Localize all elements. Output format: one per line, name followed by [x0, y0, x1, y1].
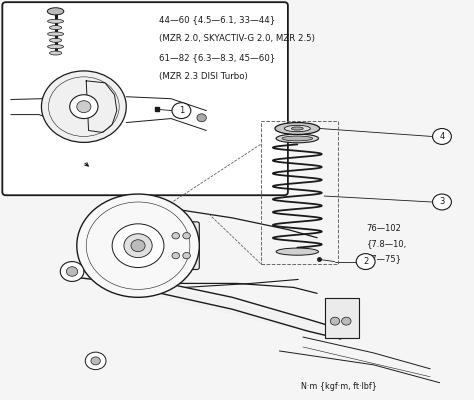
Ellipse shape	[275, 122, 319, 134]
Circle shape	[70, 95, 98, 118]
Text: {7.8—10,: {7.8—10,	[366, 239, 407, 248]
Ellipse shape	[292, 127, 303, 130]
Circle shape	[172, 103, 191, 118]
Circle shape	[60, 262, 84, 282]
Circle shape	[433, 128, 451, 144]
Text: (MZR 2.3 DISI Turbo): (MZR 2.3 DISI Turbo)	[159, 72, 248, 82]
Circle shape	[124, 234, 152, 258]
Bar	[261, 120, 338, 264]
Circle shape	[91, 357, 100, 365]
Text: 61—82 {6.3—8.3, 45—60}: 61—82 {6.3—8.3, 45—60}	[159, 54, 275, 62]
Circle shape	[342, 317, 351, 325]
FancyBboxPatch shape	[2, 2, 288, 195]
Ellipse shape	[276, 134, 319, 143]
Circle shape	[330, 317, 340, 325]
Circle shape	[41, 71, 126, 142]
FancyBboxPatch shape	[166, 222, 199, 270]
Circle shape	[433, 194, 451, 210]
Circle shape	[197, 114, 206, 122]
Text: 4: 4	[439, 132, 445, 141]
Ellipse shape	[47, 32, 64, 36]
Circle shape	[183, 252, 191, 259]
Polygon shape	[77, 266, 341, 339]
Text: 2: 2	[363, 257, 368, 266]
Circle shape	[172, 252, 180, 259]
Text: 57—75}: 57—75}	[366, 254, 401, 263]
Circle shape	[77, 101, 91, 113]
Circle shape	[172, 232, 180, 239]
Circle shape	[183, 232, 191, 239]
FancyBboxPatch shape	[325, 298, 358, 338]
Ellipse shape	[276, 248, 319, 255]
Polygon shape	[86, 81, 117, 132]
Circle shape	[131, 240, 145, 252]
Ellipse shape	[47, 8, 64, 15]
Ellipse shape	[282, 136, 313, 141]
Text: (MZR 2.0, SKYACTIV-G 2.0, MZR 2.5): (MZR 2.0, SKYACTIV-G 2.0, MZR 2.5)	[159, 34, 315, 43]
Text: N·m {kgf·m, ft·lbf}: N·m {kgf·m, ft·lbf}	[301, 382, 376, 392]
Ellipse shape	[49, 26, 62, 30]
Circle shape	[356, 254, 375, 270]
Text: 76—102: 76—102	[366, 224, 401, 233]
Text: 44—60 {4.5—6.1, 33—44}: 44—60 {4.5—6.1, 33—44}	[159, 15, 275, 24]
Circle shape	[85, 352, 106, 370]
Ellipse shape	[284, 125, 310, 132]
Circle shape	[77, 194, 199, 297]
Text: 1: 1	[179, 106, 184, 115]
Ellipse shape	[49, 51, 62, 55]
Circle shape	[66, 267, 78, 276]
Text: 3: 3	[439, 198, 445, 206]
Circle shape	[112, 224, 164, 268]
Ellipse shape	[49, 38, 62, 42]
Ellipse shape	[47, 19, 64, 23]
Ellipse shape	[47, 45, 64, 49]
